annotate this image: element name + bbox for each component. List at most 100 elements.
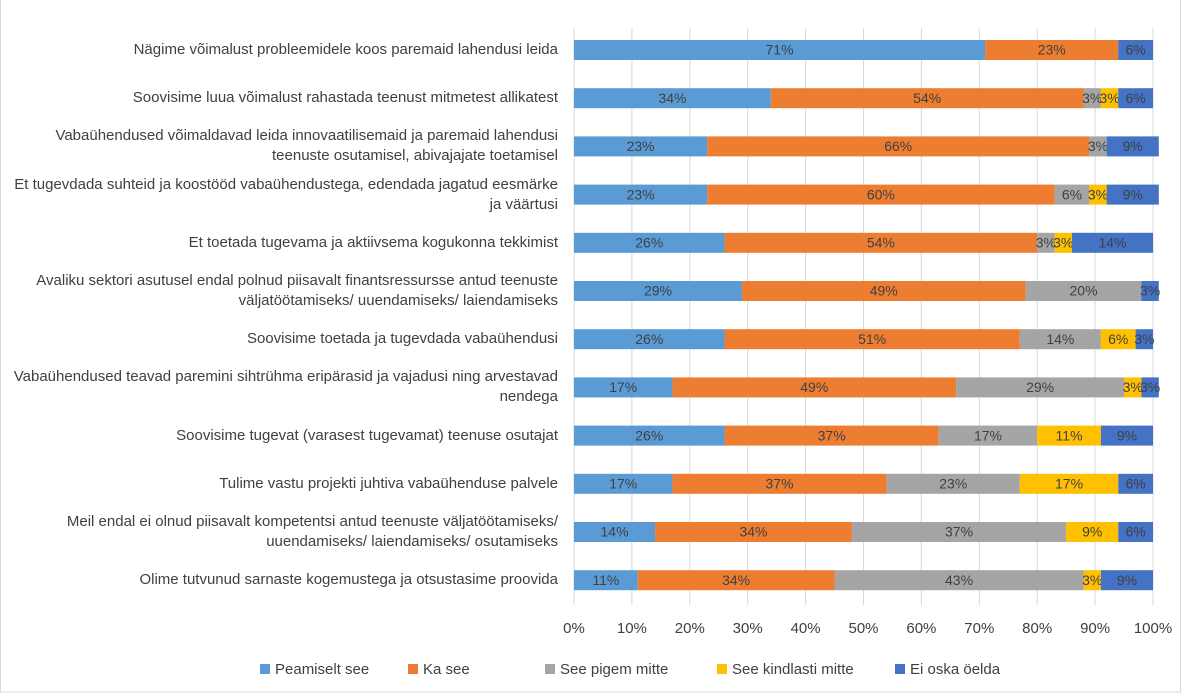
category-label: Et toetada tugevama ja aktiivsema koguko…: [188, 233, 558, 251]
legend-label: See kindlasti mitte: [732, 661, 854, 678]
data-label: 49%: [800, 379, 828, 395]
data-label: 23%: [627, 186, 655, 202]
legend-swatch: [408, 664, 418, 674]
bar-segment: [574, 329, 725, 350]
data-label: 37%: [766, 476, 794, 492]
data-label: 37%: [818, 427, 846, 443]
data-label: 3%: [1099, 90, 1119, 106]
category-label: Avaliku sektori asutusel endal polnud pi…: [36, 272, 558, 309]
data-label: 6%: [1062, 186, 1082, 202]
bar-segment: [1037, 232, 1055, 253]
category-label: Soovisime tugevat (varasest tugevamat) t…: [176, 426, 558, 444]
data-label: 54%: [913, 90, 941, 106]
x-tick-label: 100%: [1134, 620, 1172, 637]
data-label: 3%: [1140, 283, 1160, 299]
bar-segment: [1019, 473, 1119, 494]
bar-segment: [574, 136, 708, 157]
bar-segment: [1083, 570, 1101, 591]
legend-label: Ei oska öelda: [910, 661, 1001, 678]
data-label: 66%: [884, 138, 912, 154]
bar-segment: [672, 473, 887, 494]
bar-segment: [672, 377, 957, 398]
bar-segment: [574, 281, 742, 301]
data-label: 6%: [1126, 524, 1146, 540]
legend-swatch: [545, 664, 555, 674]
data-label: 11%: [1056, 427, 1083, 443]
bar-segment: [707, 184, 1055, 205]
data-label: 17%: [1055, 476, 1083, 492]
bar-segment: [834, 570, 1084, 591]
data-label: 14%: [1098, 235, 1126, 251]
data-label: 71%: [766, 42, 794, 58]
data-label: 6%: [1126, 90, 1146, 106]
bar-segment: [1106, 136, 1159, 157]
bar-segment: [574, 377, 673, 398]
x-tick-label: 60%: [906, 620, 936, 637]
bar-segment: [1100, 88, 1119, 109]
data-label: 60%: [867, 186, 895, 202]
data-label: 17%: [609, 476, 637, 492]
bar-segment: [1019, 329, 1101, 350]
category-label: Nägime võimalust probleemidele koos pare…: [133, 41, 558, 58]
data-label: 17%: [609, 379, 637, 395]
data-label: 43%: [945, 572, 973, 588]
bar-segment: [851, 522, 1067, 542]
data-label: 9%: [1117, 572, 1137, 588]
x-tick-label: 50%: [848, 620, 878, 637]
x-tick-label: 40%: [791, 620, 821, 637]
data-label: 20%: [1070, 283, 1098, 299]
bar-segment: [1089, 184, 1107, 205]
category-label: Meil endal ei olnud piisavalt kompetents…: [66, 513, 558, 550]
data-label: 14%: [601, 524, 629, 540]
bar-segment: [637, 570, 835, 591]
data-label: 51%: [858, 331, 886, 347]
data-label: 23%: [939, 476, 967, 492]
bar-segment: [574, 40, 986, 60]
data-label: 23%: [627, 138, 655, 154]
data-label: 34%: [658, 90, 686, 106]
data-label: 6%: [1108, 331, 1128, 347]
bar-segment: [724, 232, 1038, 253]
data-label: 17%: [974, 427, 1002, 443]
data-label: 11%: [592, 572, 619, 588]
bar-segment: [574, 425, 725, 446]
data-label: 34%: [739, 524, 767, 540]
legend-swatch: [895, 664, 905, 674]
x-tick-label: 0%: [563, 620, 585, 637]
data-label: 9%: [1123, 138, 1143, 154]
bar-segment: [1054, 184, 1090, 205]
bar-segment: [1135, 329, 1153, 350]
x-tick-label: 70%: [964, 620, 994, 637]
bar-segment: [707, 136, 1090, 157]
bar-segment: [1141, 377, 1159, 398]
data-label: 6%: [1126, 476, 1146, 492]
x-tick-label: 20%: [675, 620, 705, 637]
bar-segment: [1124, 377, 1142, 398]
data-label: 23%: [1038, 42, 1066, 58]
data-label: 3%: [1123, 379, 1143, 395]
bar-segment: [574, 570, 638, 591]
data-label: 34%: [722, 572, 750, 588]
category-label: Vabaühendused võimaldavad leida innovaat…: [55, 127, 558, 165]
bar-segment: [956, 377, 1125, 398]
data-label: 9%: [1123, 186, 1143, 202]
bar-segment: [886, 473, 1020, 494]
data-label: 6%: [1126, 42, 1146, 58]
category-label: Soovisime toetada ja tugevdada vabaühend…: [246, 330, 558, 348]
data-label: 49%: [870, 283, 898, 299]
bar-segment: [1025, 281, 1142, 301]
legend-swatch: [260, 664, 270, 674]
bar-segment: [574, 473, 673, 494]
bar-segment: [574, 184, 708, 205]
data-label: 3%: [1036, 235, 1056, 251]
bar-segment: [1118, 88, 1153, 109]
x-tick-label: 10%: [617, 620, 647, 637]
x-tick-label: 90%: [1080, 620, 1110, 637]
data-label: 26%: [635, 235, 663, 251]
bar-segment: [724, 425, 939, 446]
bar-segment: [724, 329, 1020, 350]
bar-segment: [1100, 570, 1153, 591]
